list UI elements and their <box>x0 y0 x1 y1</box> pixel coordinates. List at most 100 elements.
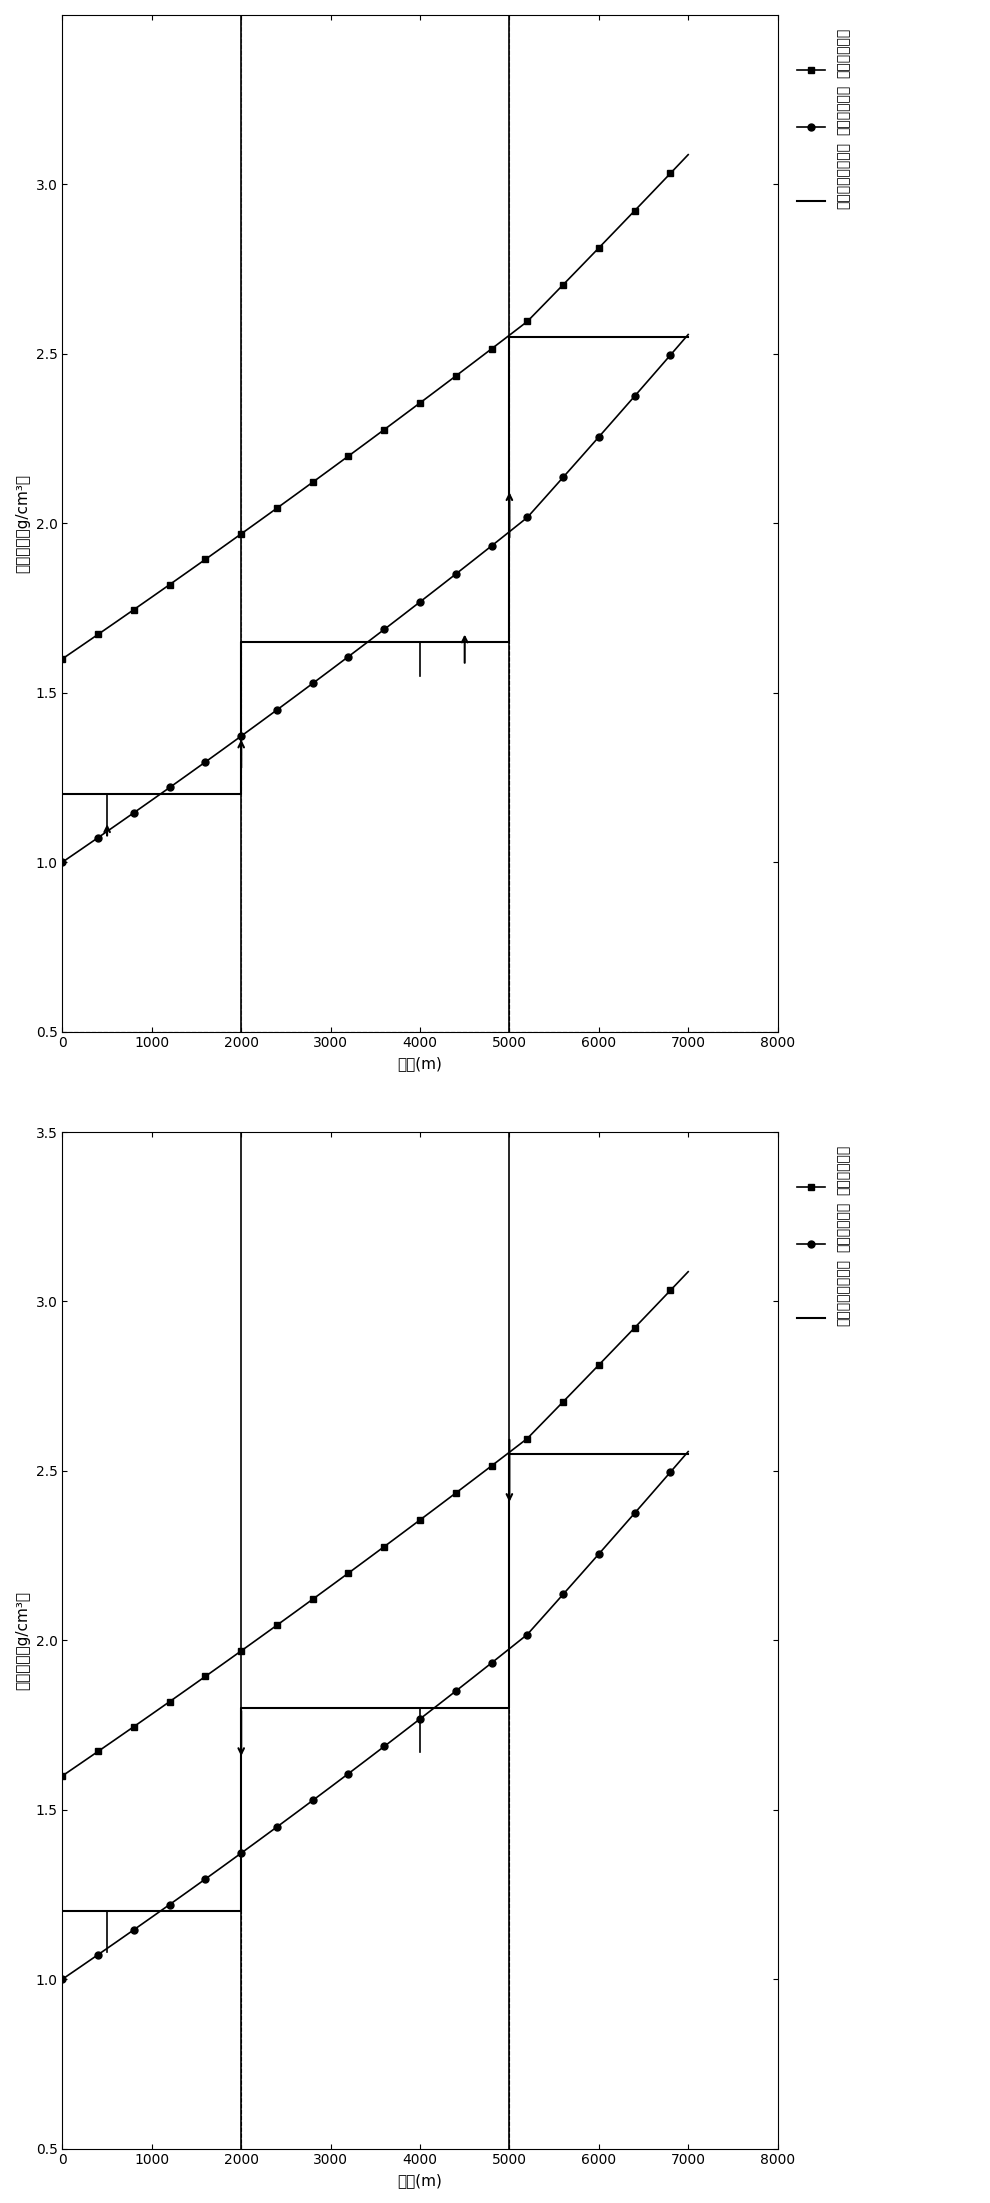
地层破裂压力 <box>181 1676 193 1703</box>
地层破裂压力 <box>575 1370 587 1397</box>
地层破裂压力 <box>200 1663 212 1690</box>
优化后钒井液密度 <box>236 782 248 809</box>
地层破裂压力 <box>307 469 319 496</box>
地层破裂压力 <box>360 430 372 456</box>
Y-axis label: 当量密度（g/cm³）: 当量密度（g/cm³） <box>15 474 30 573</box>
地层破裂压力 <box>449 363 461 390</box>
优化后钒井液密度 <box>504 324 516 350</box>
地层破裂压力 <box>504 1439 516 1465</box>
地层孔隙压力 <box>325 1773 337 1800</box>
X-axis label: 井深(m): 井深(m) <box>398 2172 443 2188</box>
地层孔隙压力 <box>432 1692 444 1718</box>
地层孔隙压力 <box>343 1760 354 1787</box>
地层孔隙压力 <box>522 1621 534 1648</box>
地层孔隙压力 <box>485 1650 497 1676</box>
地层孔隙压力 <box>128 800 140 826</box>
地层孔隙压力 <box>360 1747 372 1773</box>
地层破裂压力 <box>557 1388 569 1414</box>
地层破裂压力 <box>92 621 104 648</box>
地层破裂压力 <box>664 1278 676 1304</box>
地层孔隙压力 <box>378 1734 390 1760</box>
优化前钒井液密度 <box>504 1441 516 1467</box>
Y-axis label: 当量密度（g/cm³）: 当量密度（g/cm³） <box>15 1591 30 1690</box>
Legend: 地层破裂压力, 地层孔隙压力, 优化后钒井液密度: 地层破裂压力, 地层孔隙压力, 优化后钒井液密度 <box>792 22 855 214</box>
地层孔隙压力 <box>629 1500 641 1527</box>
地层破裂压力 <box>146 1701 157 1727</box>
地层孔隙压力 <box>593 1540 605 1566</box>
Line: 优化后钒井液密度: 优化后钒井液密度 <box>62 337 688 795</box>
地层破裂压力 <box>593 1353 605 1379</box>
地层孔隙压力 <box>360 630 372 656</box>
地层孔隙压力 <box>467 546 479 573</box>
地层孔隙压力 <box>74 1954 86 1980</box>
地层破裂压力 <box>540 1408 551 1434</box>
地层孔隙压力 <box>56 848 68 875</box>
地层破裂压力 <box>396 1520 408 1547</box>
地层破裂压力 <box>218 533 230 560</box>
Line: 地层破裂压力: 地层破裂压力 <box>59 1269 692 1780</box>
地层破裂压力 <box>646 1295 658 1322</box>
地层孔隙压力 <box>289 1800 301 1826</box>
地层破裂压力 <box>611 216 623 242</box>
地层破裂压力 <box>467 1467 479 1494</box>
地层孔隙压力 <box>236 1840 248 1866</box>
地层孔隙压力 <box>92 824 104 850</box>
地层孔隙压力 <box>271 696 283 723</box>
地层孔隙压力 <box>682 1439 694 1465</box>
地层孔隙压力 <box>343 643 354 670</box>
地层破裂压力 <box>414 390 426 416</box>
地层破裂压力 <box>646 178 658 205</box>
地层破裂压力 <box>557 271 569 297</box>
优化后钒井液密度 <box>682 324 694 350</box>
地层孔隙压力 <box>146 786 157 813</box>
地层孔隙压力 <box>414 1705 426 1732</box>
地层破裂压力 <box>325 1573 337 1599</box>
Line: 地层孔隙压力: 地层孔隙压力 <box>59 1447 692 1983</box>
地层破裂压力 <box>146 584 157 610</box>
地层孔隙压力 <box>181 1879 193 1906</box>
地层破裂压力 <box>56 1762 68 1789</box>
地层孔隙压力 <box>593 423 605 449</box>
地层破裂压力 <box>343 443 354 469</box>
优化前钒井液密度 <box>56 1899 68 1925</box>
地层破裂压力 <box>629 198 641 225</box>
地层孔隙压力 <box>218 1853 230 1879</box>
地层孔隙压力 <box>575 445 587 471</box>
地层破裂压力 <box>307 1586 319 1613</box>
地层破裂压力 <box>200 546 212 573</box>
地层破裂压力 <box>664 161 676 187</box>
地层破裂压力 <box>236 1637 248 1663</box>
地层破裂压力 <box>593 236 605 262</box>
地层孔隙压力 <box>504 1635 516 1661</box>
地层孔隙压力 <box>682 322 694 348</box>
Line: 优化前钒井液密度: 优化前钒井液密度 <box>62 1454 688 1912</box>
地层孔隙压力 <box>629 383 641 410</box>
地层孔隙压力 <box>646 1480 658 1507</box>
地层破裂压力 <box>163 1687 175 1714</box>
地层破裂压力 <box>378 1533 390 1560</box>
地层孔隙压力 <box>271 1813 283 1840</box>
地层孔隙压力 <box>664 341 676 368</box>
地层破裂压力 <box>343 1560 354 1586</box>
地层孔隙压力 <box>146 1903 157 1930</box>
地层孔隙压力 <box>540 485 551 511</box>
地层孔隙压力 <box>396 1721 408 1747</box>
地层孔隙压力 <box>253 709 265 736</box>
Line: 地层孔隙压力: 地层孔隙压力 <box>59 330 692 866</box>
Line: 地层破裂压力: 地层破裂压力 <box>59 152 692 663</box>
地层破裂压力 <box>289 1599 301 1626</box>
优化后钒井液密度 <box>56 782 68 809</box>
地层破裂压力 <box>128 1714 140 1740</box>
地层孔隙压力 <box>611 1520 623 1547</box>
地层孔隙压力 <box>200 1866 212 1892</box>
地层破裂压力 <box>253 509 265 535</box>
地层破裂压力 <box>271 496 283 522</box>
地层破裂压力 <box>682 141 694 167</box>
优化前钒井液密度 <box>504 1694 516 1721</box>
地层破裂压力 <box>432 377 444 403</box>
地层破裂压力 <box>74 1751 86 1778</box>
地层破裂压力 <box>378 416 390 443</box>
地层孔隙压力 <box>307 1787 319 1813</box>
地层孔隙压力 <box>325 656 337 683</box>
优化前钒井液密度 <box>682 1441 694 1467</box>
